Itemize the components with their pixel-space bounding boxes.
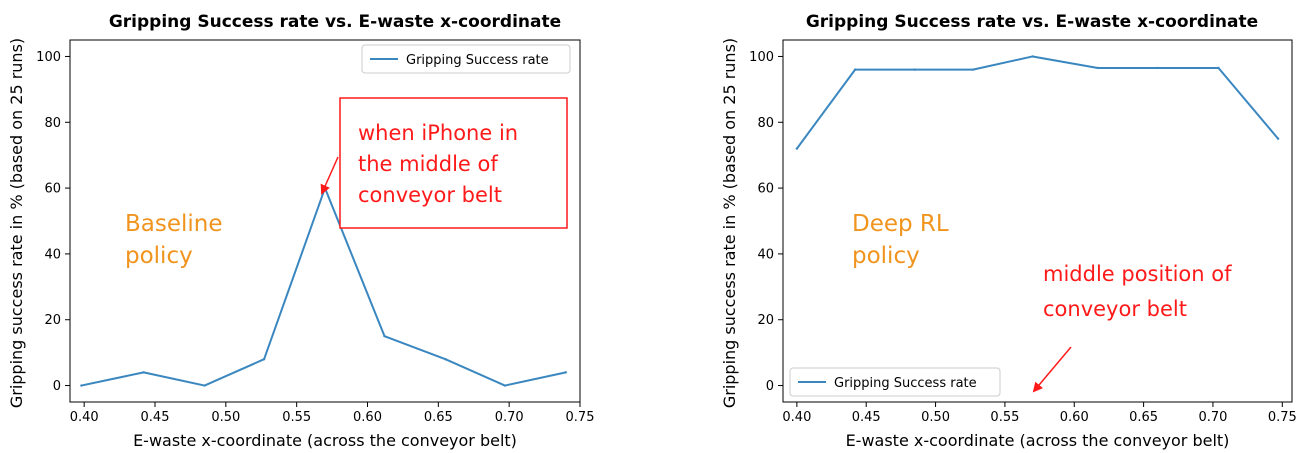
data-point bbox=[1276, 137, 1280, 140]
data-point bbox=[383, 334, 386, 338]
x-tick-label: 0.40 bbox=[782, 410, 811, 425]
chart-title: Gripping Success rate vs. E-waste x-coor… bbox=[806, 12, 1258, 32]
y-tick-label: 100 bbox=[36, 50, 61, 65]
y-tick-label: 40 bbox=[757, 247, 774, 262]
data-point bbox=[503, 384, 507, 387]
y-tick-label: 80 bbox=[44, 116, 61, 131]
chart-title: Gripping Success rate vs. E-waste x-coor… bbox=[109, 12, 561, 32]
plot-frame bbox=[782, 39, 1293, 403]
x-tick-label: 0.50 bbox=[211, 410, 240, 425]
y-tick-label: 60 bbox=[44, 182, 61, 197]
data-point bbox=[1096, 66, 1100, 70]
y-tick-label: 20 bbox=[757, 313, 774, 328]
x-tick-label: 0.40 bbox=[70, 410, 99, 425]
y-tick-label: 40 bbox=[44, 247, 61, 262]
data-point bbox=[142, 371, 145, 374]
y-tick-label: 80 bbox=[757, 116, 774, 131]
callout-box bbox=[339, 97, 568, 229]
legend: Gripping Success rate bbox=[361, 44, 571, 74]
series-line bbox=[796, 55, 1279, 150]
x-tick-label: 0.75 bbox=[1268, 410, 1297, 425]
data-point bbox=[1031, 55, 1034, 58]
x-axis-label: E-waste x-coordinate (across the conveyo… bbox=[133, 431, 517, 450]
legend-box bbox=[361, 44, 571, 74]
data-point bbox=[853, 68, 857, 71]
y-axis-label: Gripping success rate in % (based on 25 … bbox=[7, 38, 26, 408]
plot-frame bbox=[69, 39, 581, 403]
data-point bbox=[203, 384, 206, 387]
x-tick-label: 0.70 bbox=[495, 410, 524, 425]
chart-panel-1: Gripping Success rate vs. E-waste x-coor… bbox=[7, 12, 594, 450]
y-tick-label: 0 bbox=[53, 379, 61, 394]
legend-box bbox=[789, 367, 1001, 397]
note-annotation-line1: middle position of bbox=[1043, 262, 1232, 286]
legend-label: Gripping Success rate bbox=[834, 376, 977, 391]
y-tick-label: 20 bbox=[44, 313, 61, 328]
legend-label: Gripping Success rate bbox=[406, 53, 549, 68]
note-annotation-line2: conveyor belt bbox=[1043, 297, 1187, 321]
data-point bbox=[444, 358, 447, 361]
data-point bbox=[795, 147, 799, 150]
x-tick-label: 0.55 bbox=[282, 410, 311, 425]
note-annotation-line3: conveyor belt bbox=[358, 183, 502, 207]
x-tick-label: 0.60 bbox=[1060, 410, 1089, 425]
note-annotation-line2: the middle of bbox=[358, 152, 498, 176]
x-tick-label: 0.65 bbox=[1129, 410, 1158, 425]
data-point bbox=[262, 358, 266, 361]
x-tick-label: 0.50 bbox=[921, 410, 950, 425]
annotation-arrow bbox=[320, 156, 339, 195]
x-tick-label: 0.65 bbox=[424, 410, 453, 425]
policy-annotation-line1: Baseline bbox=[125, 211, 223, 237]
x-axis-label: E-waste x-coordinate (across the conveyo… bbox=[846, 431, 1230, 450]
x-tick-label: 0.60 bbox=[353, 410, 382, 425]
data-point bbox=[564, 371, 568, 374]
data-point bbox=[1156, 66, 1159, 70]
x-tick-label: 0.55 bbox=[990, 410, 1019, 425]
data-point bbox=[80, 384, 83, 387]
x-tick-label: 0.45 bbox=[141, 410, 170, 425]
policy-annotation-line2: policy bbox=[125, 243, 193, 269]
data-point bbox=[1217, 66, 1220, 70]
note-annotation-line1: when iPhone in bbox=[358, 121, 518, 145]
policy-annotation-line1: Deep RL bbox=[852, 211, 949, 237]
legend: Gripping Success rate bbox=[789, 367, 1001, 397]
y-axis-label: Gripping success rate in % (based on 25 … bbox=[720, 38, 739, 408]
chart-panel-2: Gripping Success rate vs. E-waste x-coor… bbox=[720, 12, 1297, 450]
data-point bbox=[971, 68, 975, 71]
data-point bbox=[913, 68, 916, 71]
x-tick-label: 0.75 bbox=[566, 410, 595, 425]
annotation-arrow bbox=[1032, 346, 1072, 393]
x-tick-label: 0.70 bbox=[1198, 410, 1227, 425]
policy-annotation-line2: policy bbox=[852, 243, 920, 269]
y-tick-label: 100 bbox=[749, 50, 774, 65]
x-tick-label: 0.45 bbox=[852, 410, 881, 425]
y-tick-label: 0 bbox=[766, 379, 774, 394]
y-tick-label: 60 bbox=[757, 182, 774, 197]
